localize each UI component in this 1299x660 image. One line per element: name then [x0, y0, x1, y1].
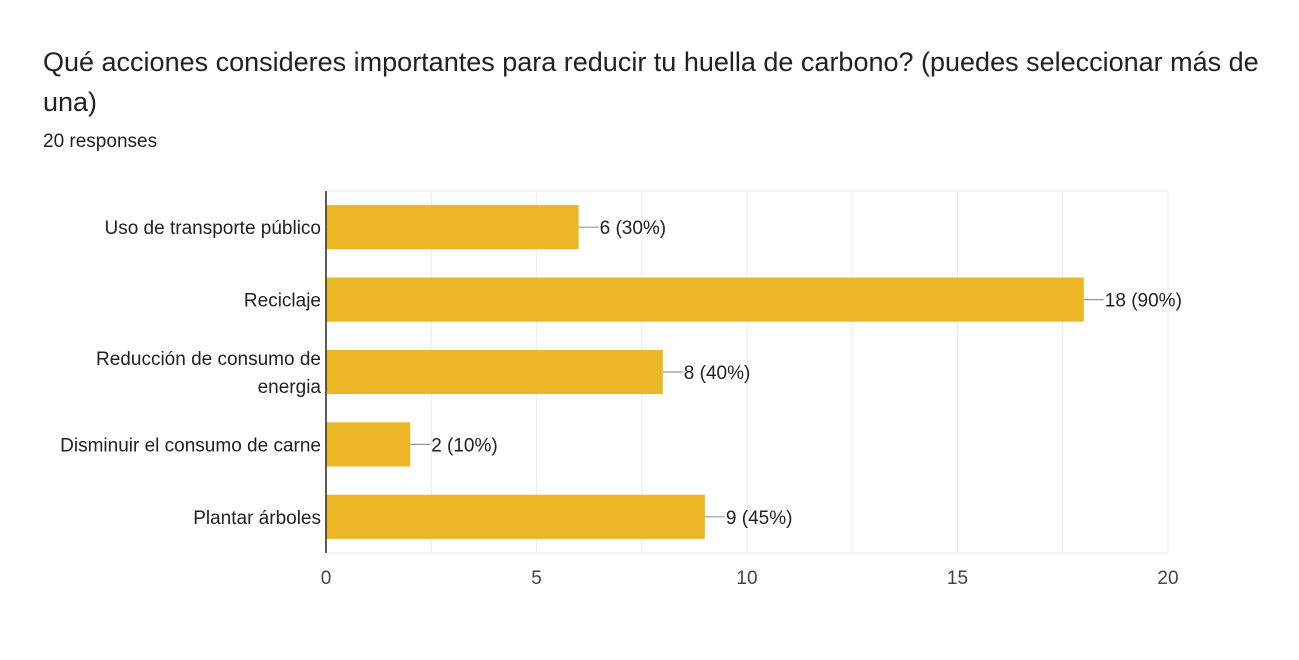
- category-label: Reciclaje: [244, 291, 321, 312]
- data-label: 2 (10%): [431, 435, 498, 456]
- data-label: 6 (30%): [600, 218, 667, 239]
- x-tick-label: 5: [531, 568, 542, 589]
- data-label: 9 (45%): [726, 508, 793, 529]
- labels: 6 (30%) Uso de transporte público 18 (90%)…: [60, 218, 1182, 529]
- bar: [326, 422, 411, 467]
- data-label: 8 (40%): [684, 363, 751, 384]
- bar: [326, 205, 579, 250]
- category-label: Disminuir el consumo de carne: [60, 435, 321, 456]
- axes: 0 5 10 15 20: [321, 191, 1179, 589]
- x-tick-label: 10: [736, 568, 757, 589]
- x-tick-label: 0: [321, 568, 332, 589]
- category-label: Plantar árboles: [193, 508, 321, 529]
- category-label: Uso de transporte público: [104, 218, 321, 239]
- data-label: 18 (90%): [1105, 291, 1182, 312]
- category-label: Reducción de consumo de energia: [96, 349, 321, 398]
- x-tick-label: 15: [947, 568, 968, 589]
- bar: [326, 349, 663, 395]
- bar: [326, 277, 1084, 322]
- x-tick-label: 20: [1157, 568, 1178, 589]
- question-title: Qué acciones consideres importantes para…: [43, 47, 1259, 117]
- response-count: 20 responses: [43, 131, 158, 152]
- bars: [326, 205, 1084, 539]
- bar: [326, 494, 705, 539]
